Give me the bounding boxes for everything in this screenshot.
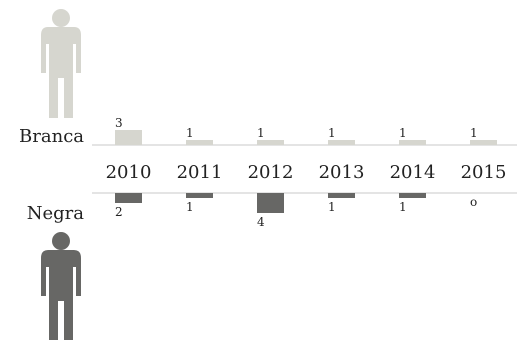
negra-bars: 2 1 4 1 1 o (115, 193, 477, 229)
branca-value-label: 1 (257, 126, 265, 140)
negra-value-label: 1 (399, 200, 407, 214)
year-label: 2015 (461, 162, 507, 183)
negra-value-label: 1 (186, 200, 194, 214)
branca-bar (186, 140, 213, 145)
branca-bar (115, 130, 142, 145)
negra-bar (257, 193, 284, 213)
negra-value-label: o (470, 195, 477, 209)
year-label: 2012 (248, 162, 294, 183)
person-icon (41, 9, 81, 118)
year-label: 2013 (319, 162, 365, 183)
negra-bar (328, 193, 355, 198)
series-label-negra: Negra (27, 203, 85, 224)
negra-bar (399, 193, 426, 198)
branca-value-label: 1 (399, 126, 407, 140)
person-icon (41, 232, 81, 340)
negra-bar (115, 193, 142, 203)
negra-value-label: 4 (257, 215, 265, 229)
negra-value-label: 1 (328, 200, 336, 214)
branca-bar (399, 140, 426, 145)
branca-value-label: 1 (328, 126, 336, 140)
negra-bar (186, 193, 213, 198)
branca-bars: 3 1 1 1 1 1 (115, 116, 497, 145)
branca-value-label: 1 (470, 126, 478, 140)
year-labels: 2010 2011 2012 2013 2014 2015 (106, 162, 507, 183)
year-label: 2011 (177, 162, 223, 183)
year-label: 2010 (106, 162, 152, 183)
branca-bar (470, 140, 497, 145)
series-label-branca: Branca (19, 126, 84, 147)
branca-value-label: 3 (115, 116, 123, 130)
branca-bar (328, 140, 355, 145)
negra-value-label: 2 (115, 205, 123, 219)
branca-bar (257, 140, 284, 145)
branca-value-label: 1 (186, 126, 194, 140)
year-label: 2014 (390, 162, 436, 183)
